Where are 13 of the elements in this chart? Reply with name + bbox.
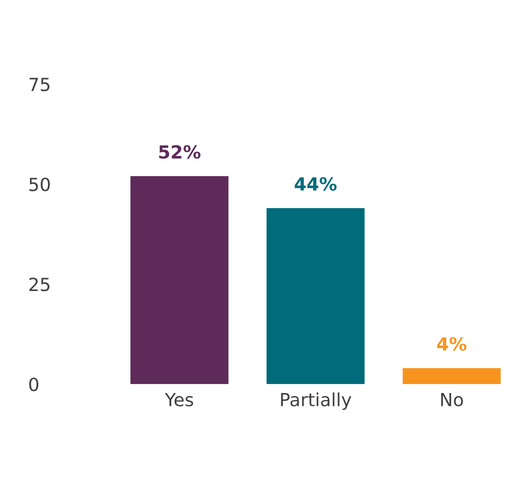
bar xyxy=(402,368,501,384)
data-label: 44% xyxy=(294,177,337,191)
bar xyxy=(130,176,228,384)
y-tick-label: 75 xyxy=(30,78,50,92)
data-label: 52% xyxy=(159,145,200,159)
y-tick-label: 50 xyxy=(29,178,50,192)
y-tick-label: 25 xyxy=(29,278,50,292)
x-tick-label: Partially xyxy=(281,392,352,410)
x-tick-label: No xyxy=(441,393,463,406)
y-tick-label: 0 xyxy=(29,378,38,392)
data-label: 4% xyxy=(437,337,466,351)
bar xyxy=(266,208,365,384)
x-tick-label: Yes xyxy=(164,393,194,406)
